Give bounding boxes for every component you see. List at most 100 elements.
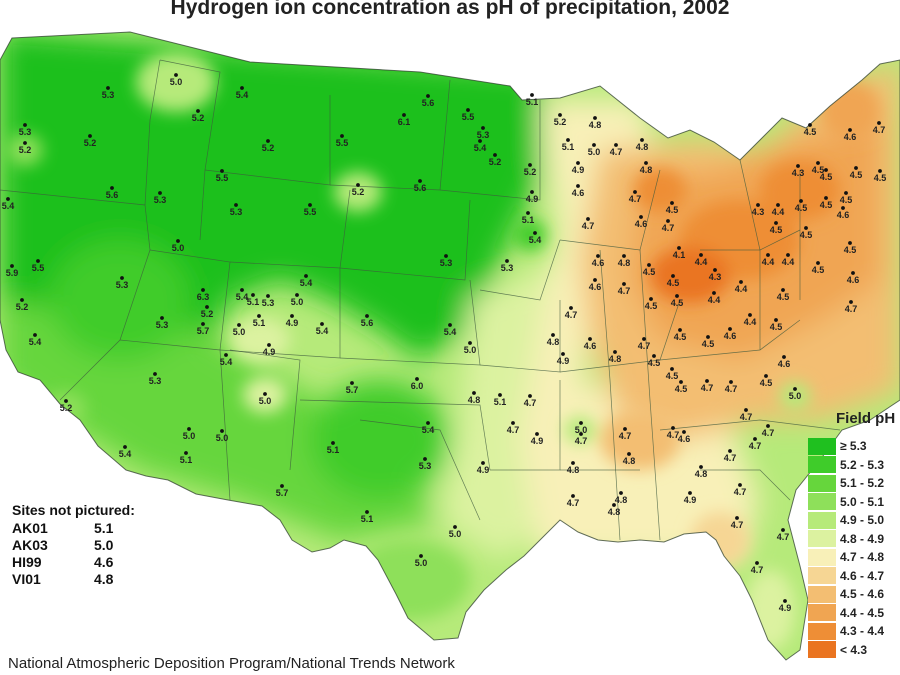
site-id: VI01 bbox=[12, 571, 41, 587]
site-dot bbox=[799, 199, 803, 203]
site-marker: 4.5 bbox=[643, 263, 655, 277]
legend-label: 5.0 - 5.1 bbox=[840, 494, 885, 509]
site-marker: 5.4 bbox=[529, 231, 541, 245]
site-marker: 4.5 bbox=[804, 123, 816, 137]
site-ph-label: 5.1 bbox=[494, 397, 507, 407]
site-ph-label: 4.7 bbox=[845, 304, 858, 314]
site-ph-label: 5.7 bbox=[276, 488, 289, 498]
site-marker: 5.3 bbox=[440, 254, 452, 268]
site-ph-label: 5.5 bbox=[462, 112, 475, 122]
site-ph-label: 4.5 bbox=[874, 173, 887, 183]
site-ph-label: 4.5 bbox=[812, 165, 825, 175]
site-marker: 4.5 bbox=[820, 196, 832, 210]
site-ph-label: 5.3 bbox=[156, 320, 169, 330]
site-marker: 5.2 bbox=[84, 134, 96, 148]
site-dot bbox=[205, 305, 209, 309]
site-ph-label: 4.9 bbox=[572, 165, 585, 175]
site-marker: 4.5 bbox=[667, 274, 679, 288]
legend-label: 5.1 - 5.2 bbox=[840, 476, 885, 491]
site-marker: 4.8 bbox=[618, 254, 630, 268]
site-dot bbox=[240, 288, 244, 292]
site-dot bbox=[158, 191, 162, 195]
legend-swatch bbox=[808, 511, 836, 529]
site-dot bbox=[642, 337, 646, 341]
site-marker: 4.6 bbox=[844, 128, 857, 142]
site-dot bbox=[266, 139, 270, 143]
site-marker: 4.8 bbox=[615, 491, 627, 505]
legend-swatch bbox=[808, 585, 836, 603]
site-dot bbox=[688, 491, 692, 495]
site-marker: 5.7 bbox=[197, 322, 209, 336]
legend-label: < 4.3 bbox=[840, 642, 868, 657]
site-dot bbox=[619, 491, 623, 495]
site-dot bbox=[184, 451, 188, 455]
site-dot bbox=[647, 263, 651, 267]
site-value: 4.8 bbox=[94, 571, 114, 587]
site-dot bbox=[766, 253, 770, 257]
site-marker: 5.2 bbox=[262, 139, 274, 153]
site-marker: 5.3 bbox=[19, 123, 31, 137]
site-marker: 4.8 bbox=[609, 350, 621, 364]
site-dot bbox=[735, 516, 739, 520]
site-marker: 5.2 bbox=[352, 183, 364, 197]
monitoring-sites: 5.35.05.45.35.25.25.25.25.55.6 5.35.3 5.55… bbox=[2, 73, 887, 613]
site-marker: 4.9 bbox=[684, 491, 697, 505]
site-ph-label: 4.5 bbox=[820, 172, 833, 182]
not-pictured-row: AK03 5.0 bbox=[12, 537, 135, 554]
site-dot bbox=[756, 203, 760, 207]
site-marker: 5.0 bbox=[291, 293, 303, 307]
site-marker: 4.5 bbox=[648, 354, 660, 368]
site-marker: 5.3 bbox=[156, 316, 169, 330]
site-dot bbox=[728, 327, 732, 331]
site-marker: 5.1 bbox=[247, 293, 259, 307]
site-ph-label: 5.1 bbox=[253, 318, 266, 328]
site-ph-label: 5.5 bbox=[304, 207, 317, 217]
site-dot bbox=[466, 108, 470, 112]
site-dot bbox=[783, 599, 787, 603]
site-marker: 5.2 bbox=[524, 163, 536, 177]
site-dot bbox=[728, 449, 732, 453]
site-ph-label: 5.2 bbox=[489, 157, 502, 167]
site-marker: 4.6 bbox=[847, 271, 859, 285]
site-ph-label: 4.7 bbox=[619, 431, 632, 441]
site-dot bbox=[588, 337, 592, 341]
site-marker: 4.5 bbox=[666, 201, 678, 215]
site-ph-label: 4.7 bbox=[701, 383, 714, 393]
legend-label: ≥ 5.3 bbox=[840, 439, 867, 454]
site-marker: 4.5 bbox=[777, 288, 789, 302]
site-marker: 4.3 bbox=[752, 203, 764, 217]
site-marker: 4.5 bbox=[850, 166, 862, 180]
site-ph-label: 4.6 bbox=[837, 210, 850, 220]
site-ph-label: 4.6 bbox=[844, 132, 857, 142]
site-dot bbox=[418, 179, 422, 183]
legend-label: 4.6 - 4.7 bbox=[840, 568, 885, 583]
site-ph-label: 5.0 bbox=[233, 327, 246, 337]
site-ph-label: 4.7 bbox=[629, 194, 642, 204]
site-marker: 4.1 bbox=[673, 246, 685, 260]
site-dot bbox=[841, 206, 845, 210]
site-marker: 5.0 bbox=[464, 341, 476, 355]
site-dot bbox=[304, 274, 308, 278]
site-ph-label: 5.4 bbox=[422, 425, 435, 435]
site-ph-label: 4.5 bbox=[800, 230, 813, 240]
site-marker: 5.0 bbox=[449, 525, 461, 539]
site-dot bbox=[593, 278, 597, 282]
site-marker: 4.6 bbox=[778, 355, 790, 369]
site-marker: 4.7 bbox=[524, 394, 536, 408]
site-marker: 4.6 bbox=[678, 430, 690, 444]
site-dot bbox=[596, 254, 600, 258]
site-ph-label: 4.9 bbox=[684, 495, 697, 505]
site-dot bbox=[419, 554, 423, 558]
site-marker: 4.8 bbox=[636, 138, 648, 152]
site-ph-label: 4.7 bbox=[662, 223, 675, 233]
site-ph-label: 5.1 bbox=[180, 455, 193, 465]
site-dot bbox=[571, 461, 575, 465]
site-marker: 5.2 bbox=[489, 153, 502, 167]
site-ph-label: 5.0 bbox=[588, 147, 601, 157]
site-ph-label: 4.7 bbox=[565, 310, 578, 320]
legend-title: Field pH bbox=[836, 410, 896, 427]
site-dot bbox=[528, 394, 532, 398]
site-marker: 5.0 bbox=[588, 143, 601, 157]
site-marker: 4.4 bbox=[744, 313, 756, 327]
